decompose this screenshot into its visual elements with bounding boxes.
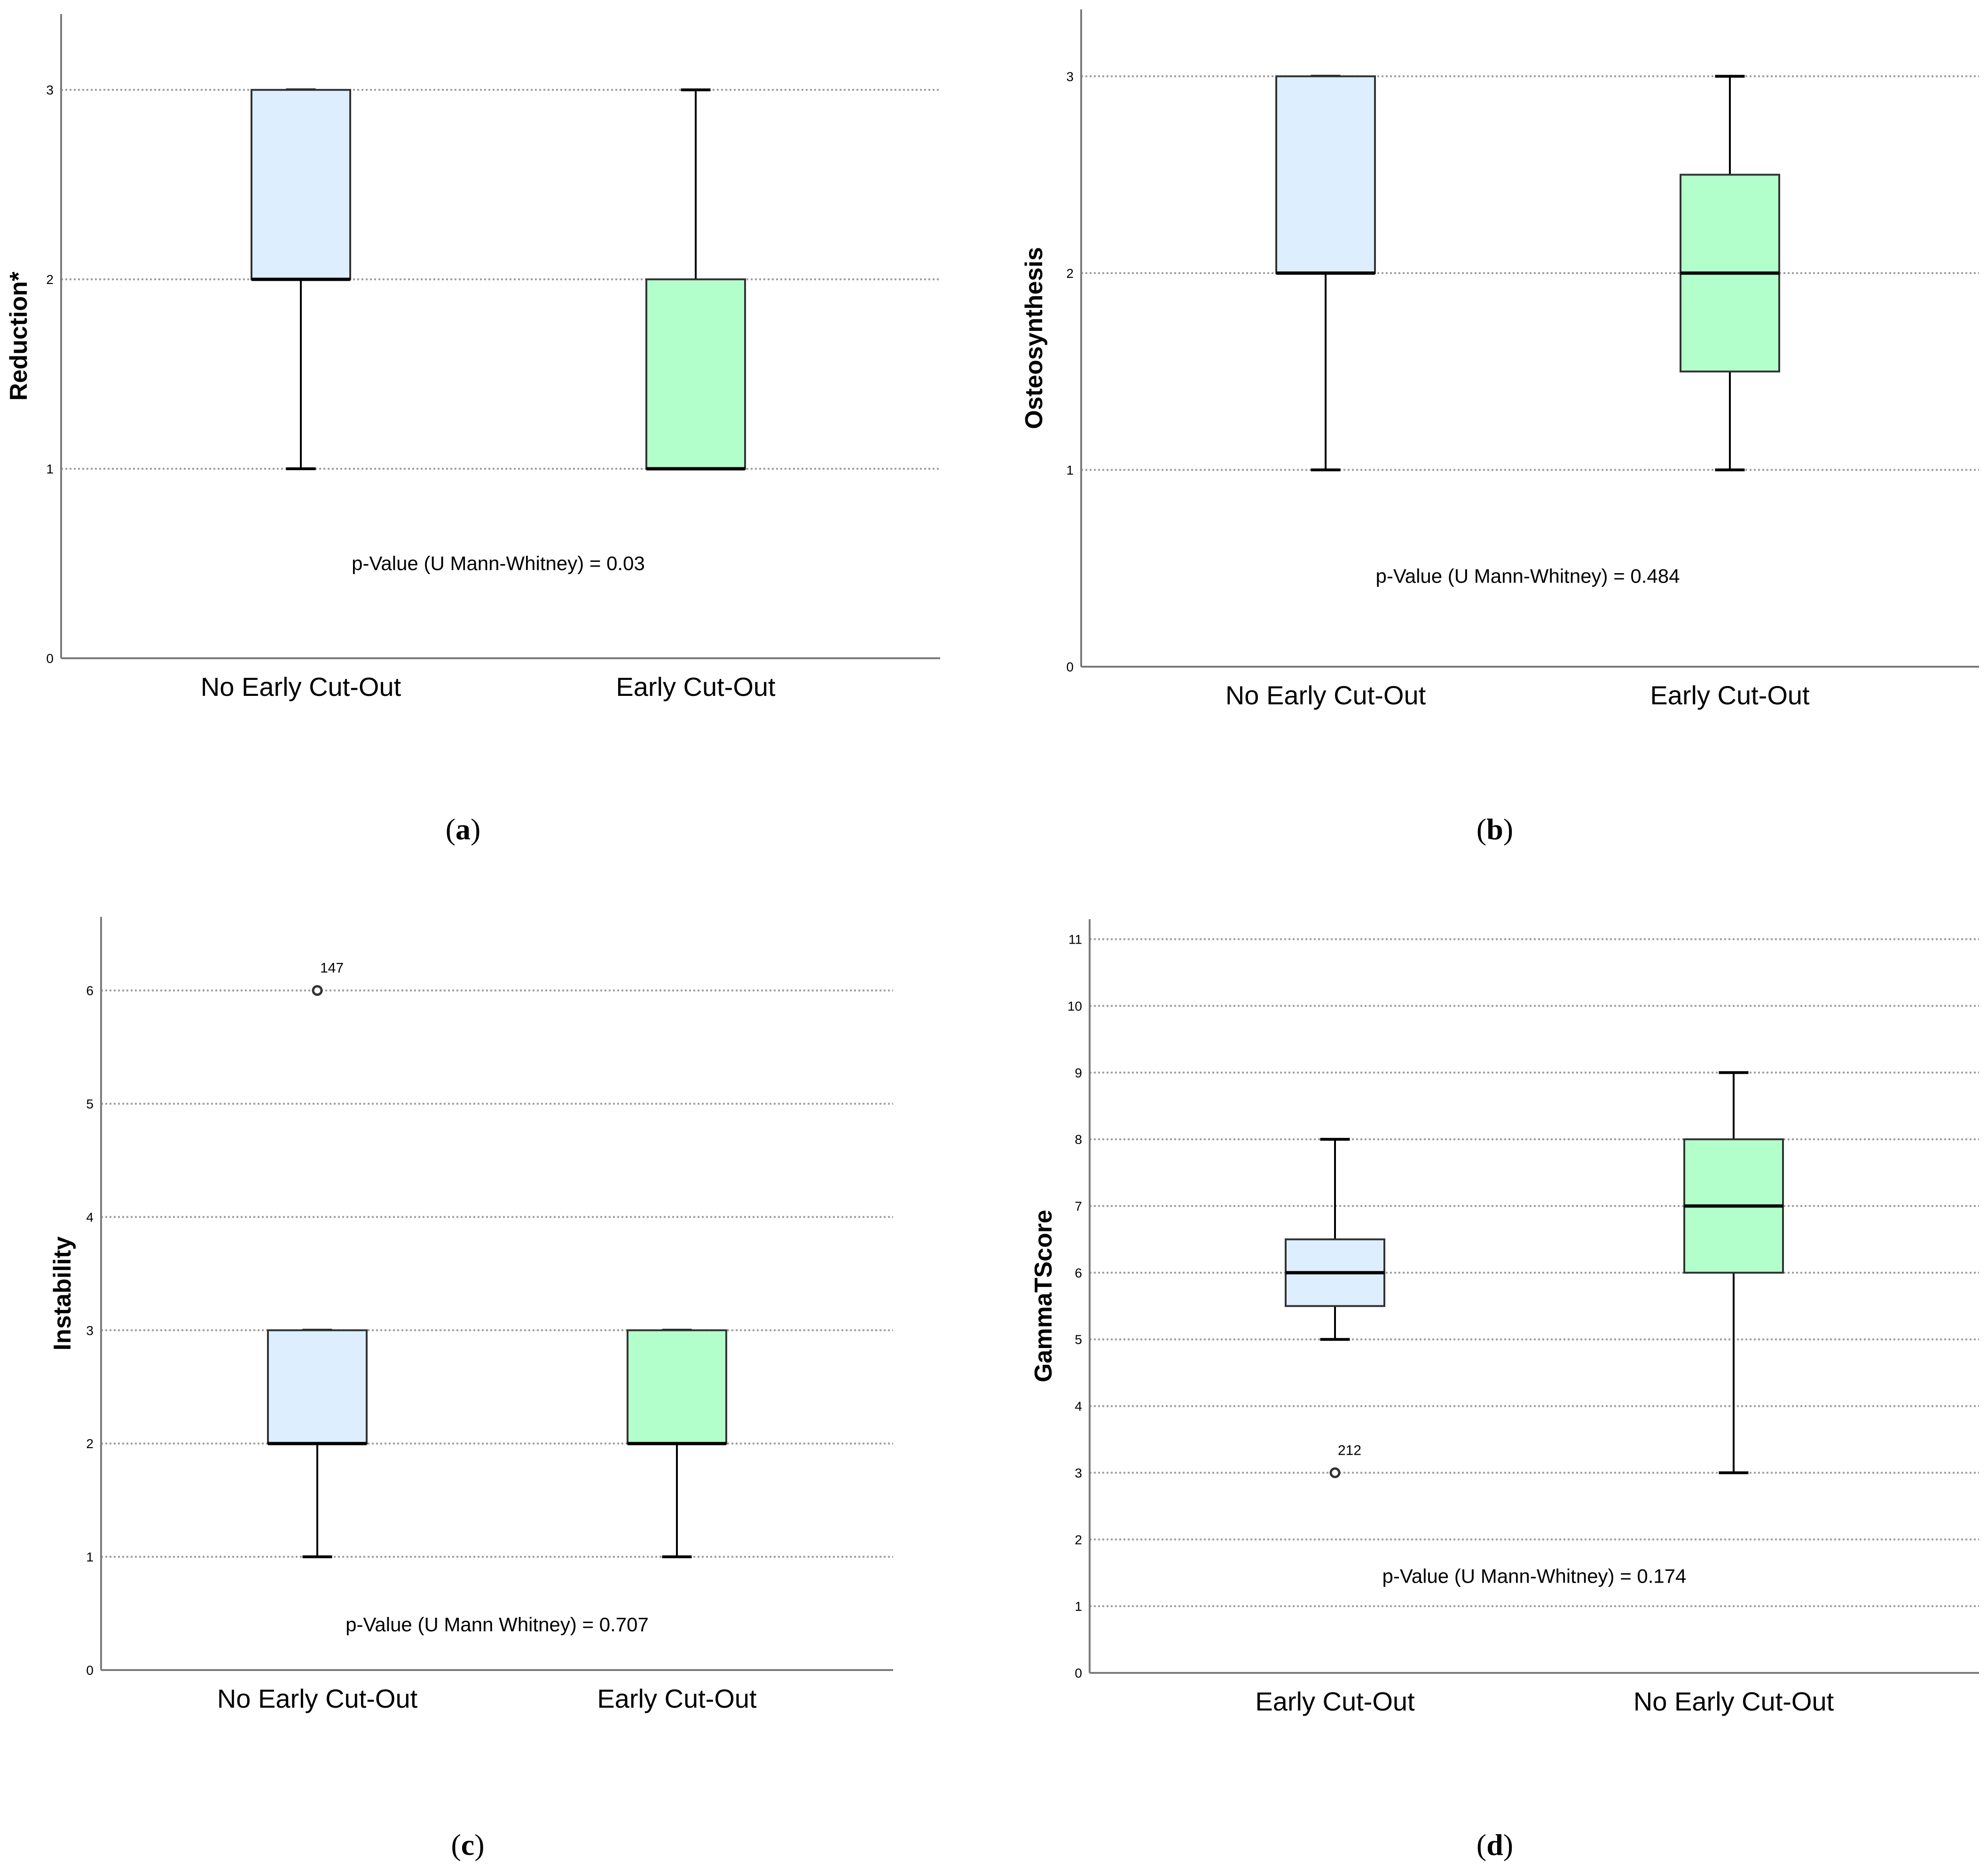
y-tick-label: 2 bbox=[46, 272, 54, 287]
iqr-box bbox=[1275, 75, 1376, 274]
chart-panel-c: 0 1 2 3 4 5 6 Instability 147 No Early Cut-Out Ear… bbox=[49, 917, 893, 1861]
y-tick-label: 2 bbox=[1066, 266, 1074, 281]
y-tick-label: 8 bbox=[1075, 1132, 1082, 1147]
box-right: Early Cut-Out bbox=[597, 1329, 757, 1713]
iqr-box bbox=[627, 1329, 727, 1445]
y-tick-label: 5 bbox=[86, 1096, 94, 1111]
panel-label: (a) bbox=[446, 812, 481, 846]
box-left: No Early Cut-Out bbox=[201, 88, 401, 702]
y-tick-label: 3 bbox=[86, 1323, 94, 1338]
y-tick-label: 3 bbox=[1066, 69, 1074, 84]
panel-label-close: ) bbox=[471, 812, 480, 846]
box-left: No Early Cut-Out bbox=[1225, 75, 1426, 710]
y-tick-label: 0 bbox=[1075, 1666, 1082, 1680]
panel-label: (d) bbox=[1477, 1828, 1513, 1861]
box-left: 212 Early Cut-Out bbox=[1255, 1138, 1415, 1716]
p-value-annotation: p-Value (U Mann-Whitney) = 0.484 bbox=[1375, 565, 1680, 587]
panel-label-open: ( bbox=[446, 812, 456, 846]
chart-panel-b: 0 1 2 3 Osteosynthesis No Early Cut-Out Early … bbox=[1021, 9, 1979, 846]
x-category-label: No Early Cut-Out bbox=[1225, 680, 1426, 710]
y-tick-label: 2 bbox=[86, 1436, 94, 1451]
p-value-annotation: p-Value (U Mann Whitney) = 0.707 bbox=[346, 1614, 649, 1636]
y-tick-label: 7 bbox=[1075, 1199, 1082, 1214]
chart-panel-a: 0 1 2 3 Reduction* No Early Cut-Out Early Cut-… bbox=[5, 14, 940, 846]
outlier-point bbox=[312, 985, 323, 996]
y-tick-label: 2 bbox=[1075, 1532, 1082, 1547]
y-tick-label: 11 bbox=[1068, 932, 1082, 947]
outlier-point bbox=[1329, 1467, 1341, 1478]
panel-label-open: ( bbox=[1477, 1828, 1486, 1861]
y-axis-label: Osteosynthesis bbox=[1021, 247, 1048, 429]
box-right: Early Cut-Out bbox=[1650, 75, 1810, 710]
p-value-annotation: p-Value (U Mann-Whitney) = 0.174 bbox=[1382, 1565, 1686, 1587]
panel-label: (c) bbox=[451, 1828, 484, 1861]
panel-label-letter: d bbox=[1486, 1828, 1503, 1861]
box-right: Early Cut-Out bbox=[616, 88, 776, 702]
panel-label-open: ( bbox=[1477, 812, 1486, 846]
y-tick-label: 1 bbox=[1066, 463, 1074, 477]
y-tick-label: 10 bbox=[1068, 999, 1082, 1013]
y-axis-label: GammaTScore bbox=[1030, 1210, 1057, 1382]
chart-panel-d: 0 1 2 3 4 5 6 7 8 9 10 11 GammaTScore 212 Early Cut-Ou… bbox=[1030, 919, 1979, 1861]
y-tick-label: 3 bbox=[1075, 1466, 1082, 1480]
box-right: No Early Cut-Out bbox=[1634, 1071, 1834, 1716]
panel-label-letter: b bbox=[1486, 812, 1503, 846]
panel-label: (b) bbox=[1477, 812, 1513, 846]
panel-label-letter: a bbox=[456, 812, 471, 846]
y-tick-label: 0 bbox=[1066, 660, 1074, 674]
y-tick-label: 0 bbox=[46, 651, 54, 666]
x-category-label: No Early Cut-Out bbox=[217, 1684, 418, 1713]
y-tick-label: 3 bbox=[46, 83, 54, 97]
x-category-label: Early Cut-Out bbox=[616, 672, 776, 702]
y-tick-label: 5 bbox=[1075, 1332, 1082, 1347]
iqr-box bbox=[251, 89, 351, 281]
x-category-label: Early Cut-Out bbox=[1255, 1687, 1415, 1716]
y-tick-label: 0 bbox=[86, 1663, 94, 1678]
y-tick-label: 1 bbox=[46, 462, 54, 476]
iqr-box bbox=[645, 278, 746, 470]
outlier-label: 147 bbox=[320, 961, 344, 976]
y-tick-label: 6 bbox=[1075, 1266, 1082, 1280]
y-tick-label: 1 bbox=[1075, 1599, 1082, 1614]
iqr-box bbox=[267, 1329, 368, 1445]
panel-label-open: ( bbox=[451, 1828, 461, 1861]
x-category-label: No Early Cut-Out bbox=[201, 672, 401, 702]
x-category-label: Early Cut-Out bbox=[1650, 680, 1810, 710]
y-axis-label: Reduction* bbox=[5, 271, 32, 401]
panel-label-letter: c bbox=[461, 1828, 474, 1861]
p-value-annotation: p-Value (U Mann-Whitney) = 0.03 bbox=[352, 552, 645, 575]
panel-label-close: ) bbox=[1503, 812, 1513, 846]
y-tick-label: 1 bbox=[86, 1550, 94, 1564]
panel-label-close: ) bbox=[1503, 1828, 1513, 1861]
box-left: 147 No Early Cut-Out bbox=[217, 961, 418, 1713]
outlier-label: 212 bbox=[1338, 1442, 1361, 1458]
y-axis-label: Instability bbox=[49, 1237, 76, 1351]
x-category-label: No Early Cut-Out bbox=[1634, 1687, 1834, 1716]
x-category-label: Early Cut-Out bbox=[597, 1684, 757, 1713]
y-tick-label: 4 bbox=[86, 1210, 94, 1224]
y-tick-label: 4 bbox=[1075, 1399, 1082, 1414]
panel-label-close: ) bbox=[474, 1828, 484, 1861]
y-tick-label: 6 bbox=[86, 984, 94, 998]
y-tick-label: 9 bbox=[1075, 1065, 1082, 1080]
